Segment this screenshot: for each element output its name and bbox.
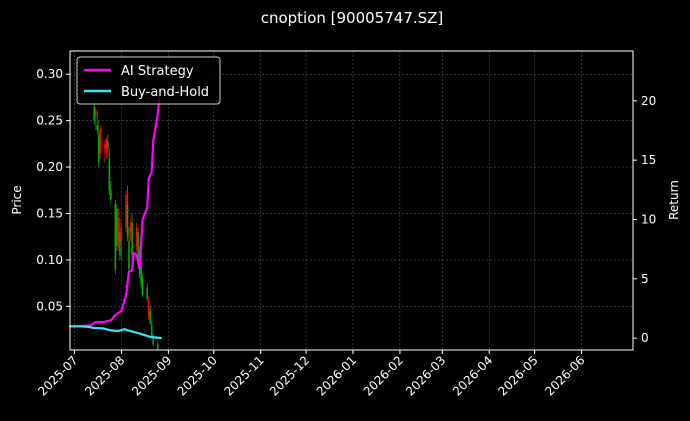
x-tick-label: 2026-02	[361, 353, 406, 398]
x-tick-label: 2025-12	[267, 353, 312, 398]
legend-box	[76, 56, 221, 105]
candle	[99, 125, 102, 158]
left-y-axis-label: Price	[10, 185, 24, 214]
candle-body	[156, 344, 159, 350]
candle	[125, 190, 127, 233]
candle-body	[137, 232, 139, 265]
candle-body	[120, 227, 123, 242]
candle	[96, 111, 99, 135]
candle-body	[125, 194, 127, 228]
candle	[147, 297, 150, 321]
candle-body	[97, 134, 100, 163]
candle	[156, 341, 159, 350]
x-tick-label: 2025-08	[82, 353, 127, 398]
x-tick-label: 2026-04	[450, 353, 495, 398]
x-tick-label: 2025-09	[129, 353, 174, 398]
x-tick-label: 2025-10	[175, 353, 220, 398]
grid-lines	[70, 51, 633, 350]
chart-title: cnoption [90005747.SZ]	[261, 9, 444, 27]
right-y-tick-label: 5	[641, 272, 649, 286]
candle	[128, 227, 130, 274]
candle	[119, 218, 121, 260]
candle	[94, 106, 97, 130]
x-tick-label: 2026-01	[314, 353, 359, 398]
candle	[140, 259, 142, 288]
left-y-tick-label: 0.10	[36, 253, 63, 267]
candle	[120, 222, 123, 260]
candle-body	[104, 143, 106, 149]
candle-body	[128, 241, 130, 270]
candle-body	[150, 324, 153, 337]
candle-body	[135, 227, 138, 246]
candle-body	[126, 204, 129, 237]
candle-body	[149, 311, 152, 324]
candle-body	[114, 204, 117, 270]
candle	[110, 181, 112, 205]
right-y-tick-label: 10	[641, 212, 656, 226]
left-y-tick-label: 0.15	[36, 207, 63, 221]
candle	[141, 273, 144, 298]
candle-body	[119, 232, 121, 256]
candle-body	[129, 222, 132, 233]
legend-label-ai-strategy: AI Strategy	[121, 64, 194, 79]
candle	[131, 213, 133, 260]
candle-body	[131, 222, 133, 256]
candle-body	[147, 301, 150, 316]
legend-label-buy-and-hold: Buy-and-Hold	[121, 85, 209, 100]
candle-body	[141, 278, 144, 296]
candle	[152, 334, 155, 347]
candle	[107, 134, 109, 158]
candle	[126, 185, 129, 242]
candle	[105, 137, 108, 158]
candle	[114, 199, 117, 274]
candle-body	[116, 208, 118, 246]
x-tick-label: 2025-07	[35, 353, 80, 398]
x-tick-label: 2026-06	[542, 353, 587, 398]
candle-body	[99, 129, 102, 154]
candle-body	[140, 264, 142, 284]
candle-body	[93, 106, 96, 121]
candle	[146, 283, 148, 302]
candle-body	[117, 218, 120, 242]
candle	[108, 148, 111, 195]
right-y-tick-label: 15	[641, 153, 656, 167]
x-tick-label: 2026-05	[495, 353, 540, 398]
series-line-ai-strategy	[68, 96, 161, 328]
candle	[135, 222, 138, 251]
right-y-tick-label: 20	[641, 94, 656, 108]
series-line-buy-and-hold	[68, 325, 162, 340]
candlesticks	[93, 97, 159, 350]
right-y-axis-ticks: 0 5 10 15 20	[633, 94, 656, 345]
plot-area-frame	[69, 50, 634, 351]
left-y-tick-label: 0.05	[36, 299, 63, 313]
candle-body	[146, 287, 148, 299]
right-y-axis-label: Return	[667, 180, 681, 220]
right-y-tick-label: 0	[641, 331, 649, 345]
candle-body	[94, 109, 97, 116]
candle	[149, 306, 152, 325]
series-lines	[68, 96, 162, 340]
candle-body	[107, 141, 109, 149]
candle	[150, 320, 153, 339]
legend: AI Strategy Buy-and-Hold	[76, 56, 221, 105]
candle	[97, 120, 100, 168]
left-y-tick-label: 0.25	[36, 114, 63, 128]
left-y-tick-label: 0.30	[36, 67, 63, 81]
candle-body	[108, 157, 111, 191]
candle	[117, 208, 120, 251]
candle-body	[105, 139, 108, 154]
candle	[116, 204, 118, 251]
candle-body	[152, 338, 155, 345]
candle-body	[96, 125, 99, 130]
candle-body	[110, 190, 112, 200]
x-axis-ticks: 2025-07 2025-08 2025-09 2025-10 2025-11 2025-…	[35, 350, 588, 399]
left-y-axis-ticks: 0.05 0.10 0.15 0.20 0.25 0.30	[36, 67, 70, 313]
left-y-tick-label: 0.20	[36, 160, 63, 174]
candle	[129, 218, 132, 242]
x-tick-label: 2025-11	[221, 353, 266, 398]
x-tick-label: 2026-03	[403, 353, 448, 398]
candle	[104, 139, 106, 163]
